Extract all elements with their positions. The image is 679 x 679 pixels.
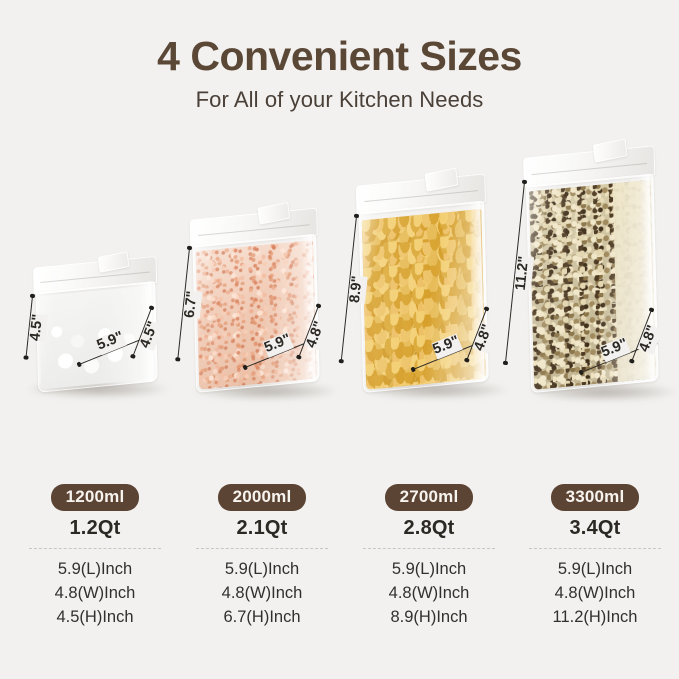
container-1200ml[interactable] xyxy=(33,251,158,393)
dimension-3300ml-height: 11.2" xyxy=(503,179,534,366)
container-3300ml-contents xyxy=(529,179,656,390)
card-divider xyxy=(529,547,661,549)
header: 4 Convenient Sizes For All of your Kitch… xyxy=(0,0,679,113)
card-divider xyxy=(29,547,161,549)
spec-width: 4.8(W)Inch xyxy=(54,583,136,602)
spec-card-1200ml[interactable]: 1200ml 1.2Qt 5.9(L)Inch 4.8(W)Inch 4.5(H… xyxy=(15,484,175,630)
volume-qt: 3.4Qt xyxy=(569,516,621,539)
volume-qt: 2.8Qt xyxy=(403,516,455,539)
spec-height: 8.9(H)Inch xyxy=(390,607,468,626)
spec-width: 4.8(W)Inch xyxy=(221,583,303,602)
spec-dimensions: 5.9(L)Inch 4.8(W)Inch 8.9(H)Inch xyxy=(349,558,509,630)
dimension-label: 6.7" xyxy=(181,290,202,319)
spec-height: 11.2(H)Inch xyxy=(552,607,638,626)
spec-dimensions: 5.9(L)Inch 4.8(W)Inch 4.5(H)Inch xyxy=(15,558,175,630)
container-3300ml-body xyxy=(525,173,659,394)
spec-length: 5.9(L)Inch xyxy=(224,559,300,578)
volume-badge: 2000ml xyxy=(217,484,307,511)
spec-length: 5.9(L)Inch xyxy=(391,559,467,578)
dimension-endpoint xyxy=(30,293,36,299)
spec-card-list: 1200ml 1.2Qt 5.9(L)Inch 4.8(W)Inch 4.5(H… xyxy=(0,484,679,659)
dimension-endpoint xyxy=(503,360,509,366)
spec-length: 5.9(L)Inch xyxy=(57,559,133,578)
container-2000ml[interactable] xyxy=(189,201,320,393)
dimension-endpoint xyxy=(175,356,181,362)
spec-length: 5.9(L)Inch xyxy=(557,559,633,578)
spec-dimensions: 5.9(L)Inch 4.8(W)Inch 6.7(H)Inch xyxy=(182,558,342,630)
dimension-label: 4.5" xyxy=(27,313,48,343)
lid-seam xyxy=(40,271,150,284)
spec-card-3300ml[interactable]: 3300ml 3.4Qt 5.9(L)Inch 4.8(W)Inch 11.2(… xyxy=(515,484,675,630)
spec-card-2000ml[interactable]: 2000ml 2.1Qt 5.9(L)Inch 4.8(W)Inch 6.7(H… xyxy=(182,484,342,630)
dimension-label: 8.9" xyxy=(346,275,368,304)
volume-qt: 1.2Qt xyxy=(69,516,121,539)
dimension-1200ml-height: 4.5" xyxy=(23,293,48,361)
container-2000ml-body xyxy=(192,233,320,393)
dimension-endpoint xyxy=(23,355,29,361)
volume-badge: 3300ml xyxy=(550,484,640,511)
spec-height: 4.5(H)Inch xyxy=(56,607,134,626)
lid-seam xyxy=(531,162,648,175)
volume-badge: 1200ml xyxy=(50,484,140,511)
page-subtitle: For All of your Kitchen Needs xyxy=(195,87,484,113)
spec-height: 6.7(H)Inch xyxy=(223,607,301,626)
card-divider xyxy=(196,547,328,549)
page-title: 4 Convenient Sizes xyxy=(157,33,522,79)
dimension-2000ml-height: 6.7" xyxy=(175,245,202,362)
spec-dimensions: 5.9(L)Inch 4.8(W)Inch 11.2(H)Inch xyxy=(515,558,675,630)
spec-card-2700ml[interactable]: 2700ml 2.8Qt 5.9(L)Inch 4.8(W)Inch 8.9(H… xyxy=(349,484,509,630)
container-2000ml-contents xyxy=(195,240,317,390)
container-3300ml[interactable] xyxy=(523,138,659,394)
dimension-endpoint xyxy=(339,358,345,364)
spec-width: 4.8(W)Inch xyxy=(554,583,636,602)
spec-width: 4.8(W)Inch xyxy=(388,583,470,602)
product-lineup: 4.5" 5.9" 4.5" 6.7" 5.9" 4.8" 8.9" xyxy=(0,138,679,430)
volume-qt: 2.1Qt xyxy=(236,516,288,539)
card-divider xyxy=(363,547,495,549)
volume-badge: 2700ml xyxy=(384,484,474,511)
lid-seam xyxy=(197,223,310,236)
lid-seam xyxy=(364,190,478,203)
dimension-2700ml-height: 8.9" xyxy=(339,213,368,364)
